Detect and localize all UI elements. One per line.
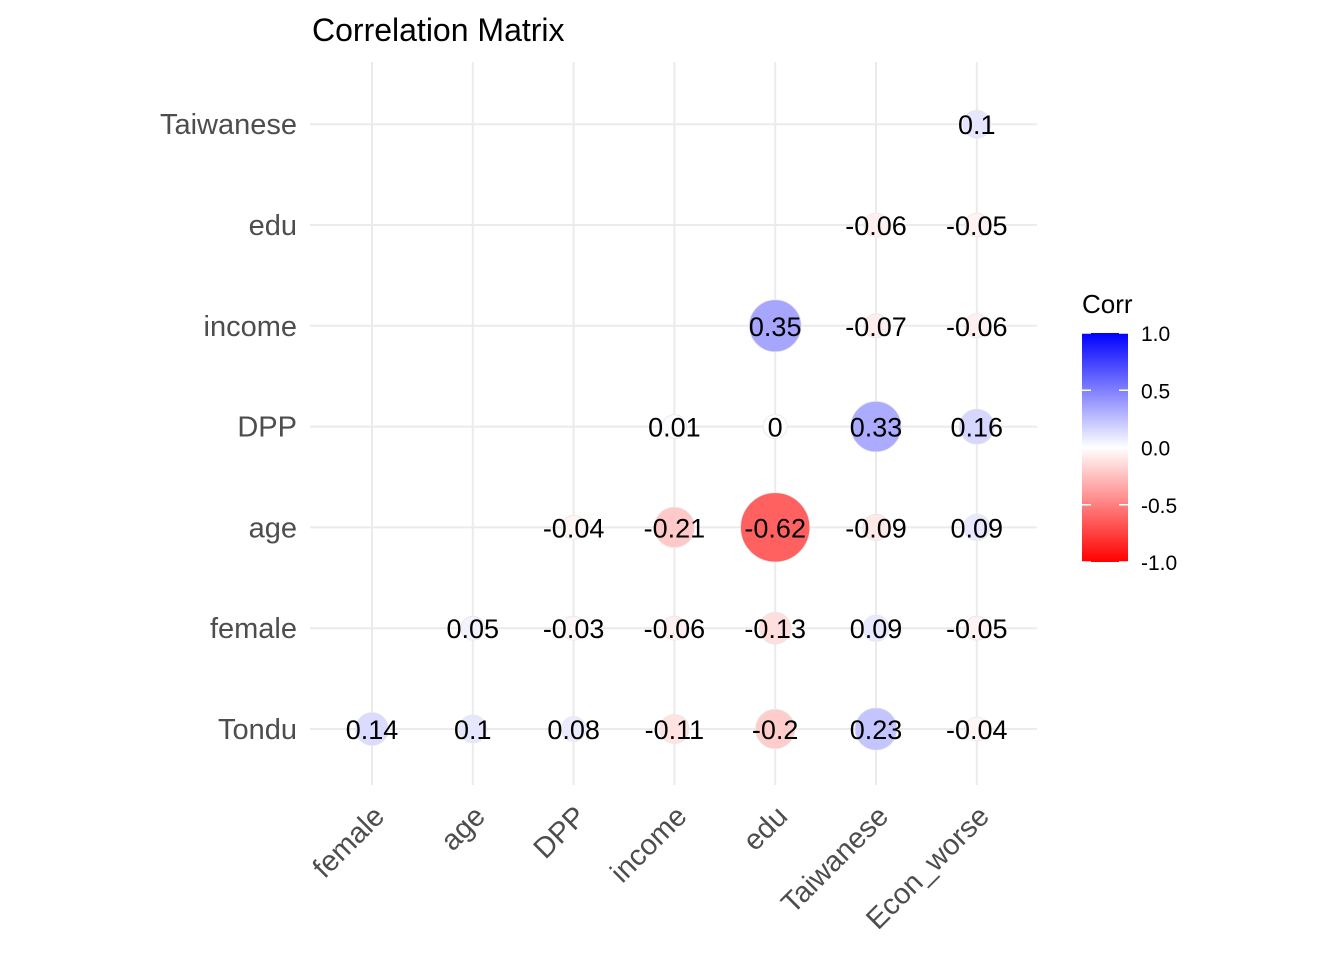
y-tick-label: Taiwanese [160, 109, 297, 141]
legend-tick-label: 0.5 [1141, 380, 1170, 403]
cell-label: -0.2 [752, 715, 799, 745]
cell-circle [662, 414, 687, 440]
cell-label: -0.06 [644, 614, 706, 644]
cell-circle [561, 515, 586, 540]
cell-circle [958, 408, 995, 445]
cell-circle [964, 313, 990, 339]
cell-circle [561, 615, 586, 641]
cell-circle [653, 506, 695, 548]
cell-circle [458, 714, 488, 744]
y-tick-label: Tondu [218, 714, 297, 746]
cell-circle [862, 513, 890, 542]
cell-circle [355, 712, 389, 746]
cell-label: -0.07 [845, 312, 907, 342]
x-tick-label: age [435, 800, 492, 857]
cell-circle [863, 313, 889, 339]
cell-label: 0.16 [951, 413, 1004, 443]
cell-circle [662, 615, 687, 641]
x-tick-label: female [307, 800, 391, 884]
cell-circle [460, 615, 486, 641]
legend-title: Corr [1082, 289, 1133, 319]
cell-label: 0.23 [850, 715, 903, 745]
cell-circle [748, 299, 802, 353]
legend-tick-label: -0.5 [1141, 495, 1177, 518]
y-tick-label: age [249, 512, 297, 544]
cell-label: 0.08 [547, 715, 600, 745]
y-tick-label: DPP [237, 412, 297, 444]
cell-label: 0.14 [346, 715, 399, 745]
cell-circle [850, 400, 902, 453]
legend-tick-label: 0.0 [1141, 438, 1170, 461]
cell-circle [740, 492, 811, 563]
chart-title: Correlation Matrix [312, 12, 565, 48]
legend-tick-label: -1.0 [1141, 552, 1177, 575]
legend-tick-label: 1.0 [1141, 323, 1170, 346]
cell-label: 0.05 [447, 614, 500, 644]
cell-circle [755, 708, 796, 750]
cell-circle [560, 716, 587, 742]
cell-label: -0.06 [946, 312, 1008, 342]
cell-circle [964, 615, 990, 641]
x-tick-label: edu [737, 800, 794, 857]
cell-label: -0.04 [946, 715, 1008, 745]
cell-label: 0.09 [951, 513, 1004, 543]
cell-circle [963, 513, 991, 542]
cell-label: 0.09 [850, 614, 903, 644]
cell-label: -0.09 [845, 513, 907, 543]
cell-label: -0.05 [946, 211, 1008, 241]
cell-circle [659, 714, 690, 744]
cell-label: 0.35 [749, 312, 802, 342]
legend: Corr 1.0 0.5 0.0 -0.5 -1.0 [1082, 289, 1177, 575]
cells: 0.14 0.1 0.08 -0.11 -0.2 0.23 -0.04 0.05 -0.03 -0… [346, 109, 1008, 751]
x-tick-label: income [605, 800, 694, 889]
cell-label: -0.21 [644, 513, 706, 543]
cell-label: 0.33 [850, 413, 903, 443]
cell-circle [962, 109, 992, 139]
cell-circle [964, 716, 990, 742]
cell-label: 0.1 [454, 715, 492, 745]
cell-label: -0.06 [845, 211, 907, 241]
cell-circle [964, 212, 990, 238]
cell-circle [758, 611, 792, 645]
y-tick-label: female [210, 613, 297, 645]
x-tick-label: DPP [528, 800, 593, 865]
cell-circle [862, 614, 890, 642]
y-tick-label: edu [249, 210, 297, 242]
cell-label: 0.01 [648, 413, 701, 443]
cell-label: -0.62 [744, 513, 806, 543]
y-tick-label: income [204, 311, 298, 343]
cell-label: -0.11 [645, 715, 705, 745]
y-axis: Tondu female age DPP income edu Taiwanese [160, 109, 297, 746]
cell-label: -0.04 [543, 513, 605, 543]
cell-circle [854, 707, 898, 751]
cell-label: 0 [768, 413, 783, 443]
cell-circle [762, 414, 788, 440]
cell-label: -0.05 [946, 614, 1008, 644]
cell-circle [863, 212, 889, 238]
cell-label: -0.03 [543, 614, 605, 644]
cell-label: 0.1 [958, 110, 996, 140]
cell-label: -0.13 [744, 614, 806, 644]
